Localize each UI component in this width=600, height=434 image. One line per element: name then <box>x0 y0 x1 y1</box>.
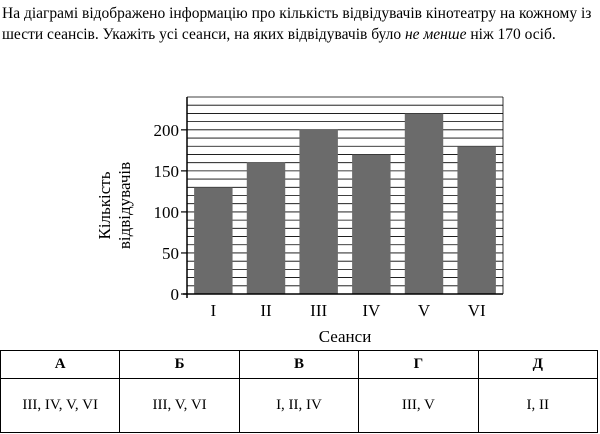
answer-option-a[interactable]: III, IV, V, VI <box>0 378 121 433</box>
question-part1: На діаграмі відображено інформацію про к… <box>2 5 592 43</box>
answer-header-v: В <box>238 350 360 379</box>
question-part2: ніж 170 осіб. <box>466 26 556 43</box>
answer-header-h: Г <box>358 350 479 379</box>
answer-option-b[interactable]: III, V, VI <box>119 378 240 433</box>
y-axis-label: Кількість <box>95 171 114 239</box>
x-axis-label: Сеанси <box>319 327 372 346</box>
answer-header-b: Б <box>119 350 240 379</box>
bar-IV <box>352 154 391 294</box>
answer-header-row: А Б В Г Д <box>0 350 599 379</box>
y-tick-label: 150 <box>154 162 180 181</box>
y-tick-label: 0 <box>171 285 180 304</box>
answer-header-d: Д <box>477 350 599 379</box>
answer-option-h[interactable]: III, V <box>358 378 479 433</box>
x-tick-label: IV <box>362 301 381 320</box>
bar-II <box>246 162 286 294</box>
y-axis-label: відвідувачів <box>115 162 134 249</box>
bar-VI <box>457 146 496 294</box>
question-emphasis: не менше <box>404 26 467 43</box>
y-tick-label: 50 <box>162 244 179 263</box>
bar-III <box>299 129 338 294</box>
x-tick-label: VI <box>468 301 486 320</box>
x-tick-label: III <box>310 301 327 320</box>
x-tick-label: II <box>260 301 272 320</box>
bars <box>194 113 496 295</box>
answer-value-row: III, IV, V, VI III, V, VI I, II, IV III,… <box>0 378 599 433</box>
answer-option-v[interactable]: I, II, IV <box>238 378 360 433</box>
answer-option-d[interactable]: I, II <box>477 378 599 433</box>
y-tick-label: 200 <box>154 121 180 140</box>
x-tick-label: I <box>210 301 216 320</box>
x-tick-label: V <box>418 301 431 320</box>
y-tick-label: 100 <box>154 203 180 222</box>
question-text: На діаграмі відображено інформацію про к… <box>2 3 598 45</box>
answer-header-a: А <box>0 350 121 379</box>
axes <box>181 97 503 298</box>
bar-I <box>194 187 233 294</box>
answer-table: А Б В Г Д III, IV, V, VI III, V, VI I, I… <box>0 350 599 433</box>
bar-V <box>404 113 444 295</box>
grid-lines <box>187 96 504 294</box>
